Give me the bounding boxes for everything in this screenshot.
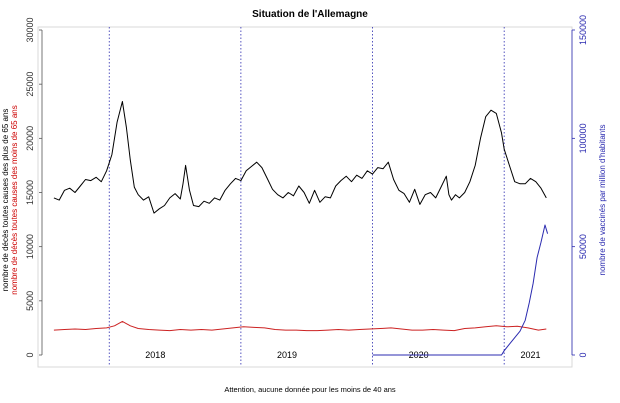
left-tick-label: 5000 xyxy=(25,291,35,311)
right-tick-label: 150000 xyxy=(578,15,588,45)
year-boundary-lines xyxy=(108,27,505,366)
ylabel-right: nombre de vaccinés par million d'habitan… xyxy=(598,125,607,276)
year-label: 2019 xyxy=(277,350,297,360)
left-tick-label: 0 xyxy=(25,352,35,357)
series-vaccinated xyxy=(372,224,549,356)
plot-frame xyxy=(37,26,573,368)
series-deaths-65-plus xyxy=(53,101,547,214)
year-label: 2018 xyxy=(145,350,165,360)
left-tick-label: 25000 xyxy=(25,72,35,97)
left-tick-label: 10000 xyxy=(25,234,35,259)
right-y-axis: 0 50000 100000 150000 xyxy=(571,15,588,358)
right-tick-label: 0 xyxy=(578,352,588,357)
ylabel-left-black: nombre de décès toutes causes des plus d… xyxy=(1,109,10,292)
footnote: Attention, aucune donnée pour les moins … xyxy=(224,385,396,394)
right-tick-label: 100000 xyxy=(578,123,588,153)
series-deaths-under-65 xyxy=(53,320,547,332)
right-tick-label: 50000 xyxy=(578,234,588,259)
chart-title: Situation de l'Allemagne xyxy=(252,9,368,20)
series-layer xyxy=(53,101,549,356)
left-y-axis: 0 5000 10000 15000 20000 25000 30000 xyxy=(25,17,43,358)
year-label: 2021 xyxy=(520,350,540,360)
ylabel-left-red: nombre de décès toutes causes des moins … xyxy=(10,105,19,294)
left-tick-label: 30000 xyxy=(25,17,35,42)
left-tick-label: 20000 xyxy=(25,126,35,151)
left-tick-label: 15000 xyxy=(25,180,35,205)
